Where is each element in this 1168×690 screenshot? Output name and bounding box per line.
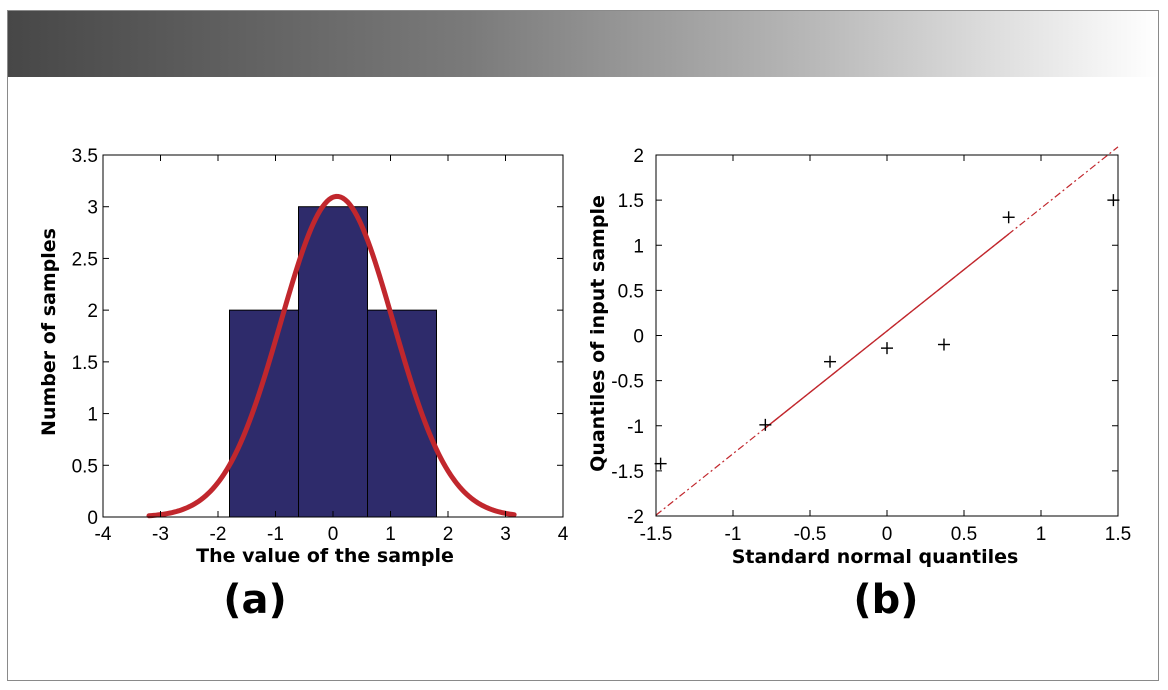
qq-data-point (824, 355, 837, 368)
qq-x-tick-label: -1 (725, 524, 742, 545)
figure-frame (7, 10, 1159, 681)
qq-axes-box (655, 154, 1119, 517)
histogram-chart: -4 -3 -2 -1 0 1 2 3 4 0 0.5 1 1.5 2 2.5 3 3.5 The value… (38, 146, 569, 623)
histogram-y-tick-label: 1.5 (72, 353, 98, 374)
qq-y-tick-label: 1 (633, 236, 644, 257)
histogram-x-tick-label: -3 (152, 524, 169, 545)
qq-x-tick-label: 0.5 (951, 524, 977, 545)
panel-label-b: (b) (853, 577, 918, 623)
qq-y-tick-label: 1.5 (618, 191, 644, 212)
qq-data-point (759, 418, 772, 431)
histogram-y-tick-label: 2.5 (72, 249, 98, 270)
normal-fit-curve (146, 193, 517, 519)
qq-data-point (1002, 211, 1015, 224)
histogram-x-tick-label: -2 (210, 524, 227, 545)
histogram-y-tick-label: 0.5 (72, 456, 98, 477)
qq-y-tick-label: -0.5 (611, 372, 644, 393)
qq-data-point (937, 338, 950, 351)
qq-data-point (881, 342, 893, 355)
qq-y-tick-label: -2 (627, 507, 644, 528)
histogram-bar-3 (367, 309, 437, 518)
histogram-x-axis-label: The value of the sample (196, 545, 454, 567)
histogram-y-tick-label: 3.5 (72, 146, 98, 167)
histogram-y-axis-label: Number of samples (38, 228, 60, 436)
qq-y-tick-label: 0.5 (618, 281, 644, 302)
qq-y-tick-label: -1.5 (611, 462, 644, 483)
qq-x-tick-label: 1 (1036, 524, 1047, 545)
qq-x-tick-label: 0 (882, 524, 893, 545)
qq-data-point (654, 457, 667, 470)
qq-plot-chart: -1.5 -1 -0.5 0 0.5 1 1.5 -2-1.5-1-0.500.511.52… (587, 146, 1131, 623)
qq-y-tick-label: -1 (627, 417, 644, 438)
histogram-x-tick-label: -1 (267, 524, 284, 545)
qq-y-tick-label: 2 (633, 146, 644, 167)
histogram-x-tick-label: 1 (385, 524, 396, 545)
histogram-y-tick-label: 0 (87, 508, 98, 529)
histogram-bar-2 (298, 206, 368, 518)
histogram-x-tick-label: 4 (558, 524, 569, 545)
histogram-y-tick-label: 2 (87, 301, 98, 322)
histogram-x-tick-label: 0 (328, 524, 339, 545)
header-banner (8, 11, 1158, 77)
histogram-x-tick-label: 3 (500, 524, 511, 545)
qq-y-tick-label: 0 (633, 327, 644, 348)
panel-label-a: (a) (223, 577, 287, 623)
histogram-y-tick-label: 1 (87, 405, 98, 426)
histogram-x-tick-label: 2 (443, 524, 454, 545)
reference-line-solid (764, 233, 1010, 429)
qq-y-axis-label: Quantiles of input sample (587, 195, 609, 472)
histogram-y-tick-label: 3 (87, 198, 98, 219)
histogram-bar-1 (229, 309, 299, 518)
qq-x-tick-label: -1.5 (640, 524, 673, 545)
qq-x-axis-label: Standard normal quantiles (732, 546, 1019, 568)
histogram-x-tick-label: -4 (95, 524, 112, 545)
qq-x-tick-label: 1.5 (1105, 524, 1131, 545)
qq-x-tick-label: -0.5 (794, 524, 827, 545)
